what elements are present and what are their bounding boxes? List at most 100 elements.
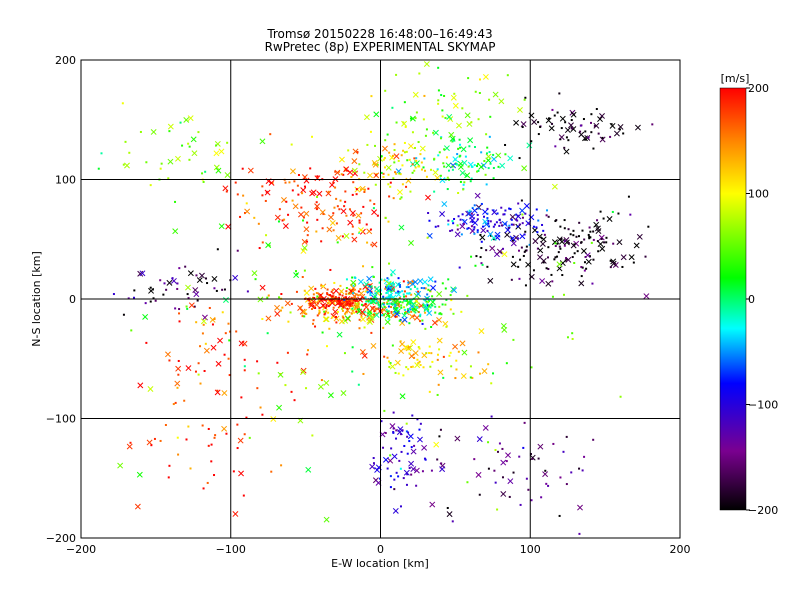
data-point-dot: [278, 208, 281, 211]
data-point-cross: [485, 153, 492, 160]
data-point-cross: [496, 248, 503, 255]
data-point-dot: [486, 229, 489, 232]
data-point-dot: [327, 190, 330, 193]
data-point-dot: [546, 256, 549, 259]
data-point-dot: [411, 365, 414, 368]
data-point-dot: [559, 247, 562, 250]
data-point-cross: [218, 148, 225, 155]
data-point-cross: [218, 223, 225, 230]
data-point-cross: [200, 318, 207, 325]
data-point-dot: [382, 295, 385, 298]
data-point-dot: [351, 307, 354, 310]
data-point-cross: [389, 269, 396, 276]
data-point-cross: [183, 116, 190, 123]
data-point-dot: [619, 395, 622, 398]
data-point-cross: [139, 270, 146, 277]
data-point-cross: [597, 116, 603, 123]
data-point-dot: [470, 255, 473, 258]
data-point-dot: [314, 301, 317, 304]
data-point-dot: [344, 303, 347, 306]
data-point-cross: [259, 284, 266, 291]
data-point-dot: [440, 136, 443, 139]
data-point-dot: [485, 183, 488, 186]
data-point-dot: [327, 305, 330, 308]
data-point-dot: [130, 329, 133, 332]
data-point-dot: [486, 217, 489, 220]
data-point-dot: [520, 246, 523, 249]
data-point-dot: [421, 322, 424, 325]
data-point-dot: [535, 226, 538, 229]
data-point-dot: [428, 390, 431, 393]
data-point-dot: [297, 193, 300, 196]
data-point-dot: [418, 428, 421, 431]
data-point-cross: [419, 145, 426, 152]
data-point-dot: [437, 154, 440, 157]
data-point-dot: [468, 145, 471, 148]
data-point-dot: [410, 473, 413, 476]
data-point-dot: [416, 300, 419, 303]
data-point-dot: [236, 423, 239, 426]
data-point-dot: [228, 339, 231, 342]
data-point-cross: [570, 111, 577, 118]
data-point-dot: [470, 177, 473, 180]
data-point-dot: [398, 291, 401, 294]
data-point-cross: [456, 122, 462, 129]
data-point-dot: [387, 310, 390, 313]
data-point-dot: [424, 307, 427, 310]
data-point-cross: [531, 119, 538, 125]
data-point-cross: [363, 114, 370, 121]
data-point-dot: [400, 450, 403, 453]
data-point-cross: [317, 383, 324, 390]
data-point-dot: [316, 314, 319, 317]
data-point-dot: [522, 446, 525, 449]
data-point-dot: [417, 141, 420, 144]
data-point-cross: [333, 315, 340, 322]
data-point-dot: [286, 351, 289, 354]
data-point-dot: [496, 212, 499, 215]
data-point-dot: [181, 144, 184, 147]
data-point-dot: [326, 293, 329, 296]
data-point-dot: [466, 227, 469, 230]
data-point-cross: [366, 275, 373, 282]
data-point-dot: [644, 255, 647, 258]
data-point-cross: [299, 308, 306, 315]
data-point-cross: [528, 214, 535, 221]
data-point-cross: [426, 310, 433, 317]
data-point-dot: [430, 352, 433, 355]
data-point-dot: [441, 115, 444, 118]
y-axis-label: N-S location [km]: [30, 251, 43, 347]
data-point-cross: [436, 337, 443, 344]
data-point-dot: [287, 320, 290, 323]
data-point-cross: [339, 156, 345, 163]
data-point-dot: [584, 138, 587, 141]
data-point-dot: [386, 356, 389, 359]
data-point-dot: [584, 130, 587, 133]
data-point-dot: [223, 353, 226, 356]
data-point-dot: [483, 159, 486, 162]
data-point-dot: [387, 299, 390, 302]
y-tick-label: −200: [46, 532, 76, 545]
data-point-dot: [563, 244, 566, 247]
data-point-dot: [488, 225, 491, 228]
data-point-dot: [422, 366, 425, 369]
data-point-dot: [178, 308, 181, 311]
data-point-dot: [346, 299, 349, 302]
data-point-dot: [397, 475, 400, 478]
data-point-cross: [491, 209, 498, 216]
data-point-cross: [185, 284, 191, 291]
data-point-cross: [412, 91, 419, 98]
data-point-cross: [297, 305, 304, 311]
data-point-dot: [316, 295, 319, 298]
data-point-dot: [294, 270, 297, 273]
data-point-dot: [411, 308, 414, 311]
data-point-dot: [416, 358, 419, 361]
data-point-dot: [474, 90, 477, 93]
data-point-dot: [413, 307, 416, 310]
data-point-dot: [302, 216, 305, 219]
data-point-cross: [392, 507, 399, 514]
data-point-cross: [232, 511, 239, 517]
data-point-dot: [476, 170, 479, 173]
data-point-dot: [512, 338, 515, 341]
data-point-dot: [281, 219, 284, 222]
data-point-dot: [406, 292, 409, 295]
